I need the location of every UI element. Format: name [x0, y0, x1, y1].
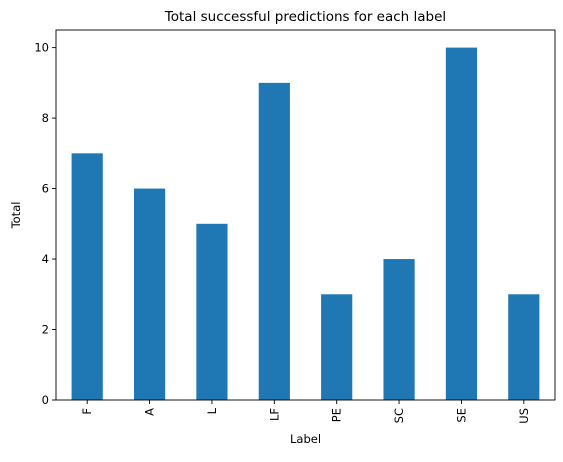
- x-axis-label: Label: [290, 432, 321, 446]
- x-tick-label: A: [143, 408, 157, 416]
- y-axis-ticks: 0 2 4 6 8 10: [34, 41, 56, 407]
- bar-f: [71, 153, 103, 400]
- x-tick-label: US: [517, 408, 531, 424]
- y-tick-label: 8: [42, 111, 49, 125]
- bar-lf: [258, 82, 290, 401]
- y-tick-label: 4: [42, 252, 49, 266]
- y-tick-label: 10: [34, 41, 49, 55]
- bar-se: [445, 47, 478, 401]
- x-tick-label: LF: [267, 408, 281, 421]
- x-tick-label: PE: [330, 408, 344, 422]
- y-tick-label: 6: [42, 182, 49, 196]
- bar-pe: [321, 294, 353, 400]
- x-tick-label: L: [205, 407, 219, 414]
- bar-sc: [383, 259, 415, 400]
- bars-layer: [71, 47, 540, 401]
- chart-title: Total successful predictions for each la…: [164, 9, 446, 25]
- y-tick-label: 2: [42, 323, 49, 337]
- x-tick-label: SE: [454, 408, 468, 423]
- x-tick-label: SC: [392, 408, 406, 423]
- x-tick-label: F: [80, 408, 94, 415]
- bar-l: [196, 223, 228, 400]
- plot-frame: [55, 29, 556, 401]
- bar-us: [508, 294, 540, 400]
- y-tick-label: 0: [42, 393, 49, 407]
- x-axis-ticks: F A L LF PE SC SE US: [80, 400, 531, 424]
- bar-a: [133, 188, 166, 400]
- y-axis-label: Total: [9, 202, 23, 230]
